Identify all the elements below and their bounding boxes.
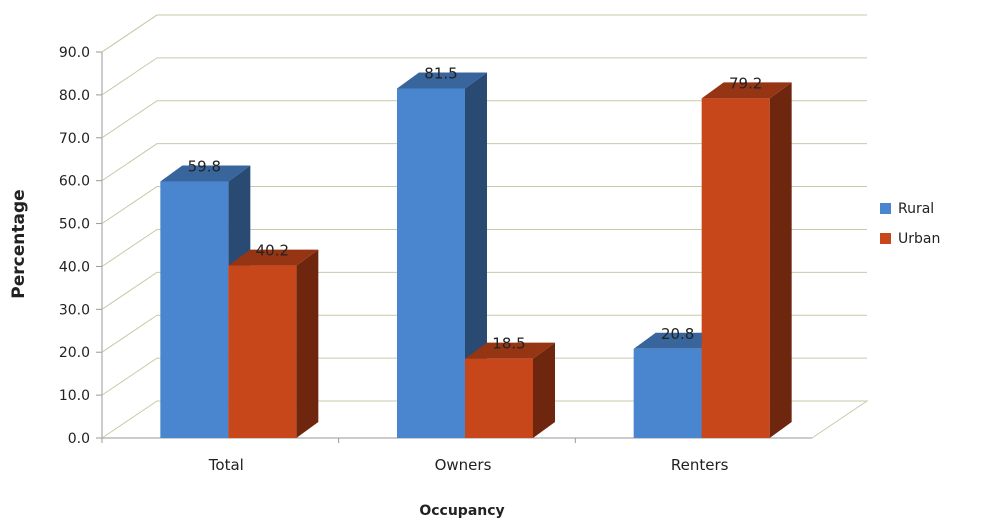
bar-urban-owners — [465, 358, 533, 438]
legend: Rural Urban — [880, 201, 940, 247]
data-label: 40.2 — [256, 242, 289, 260]
bar-top-rural — [633, 332, 724, 349]
bar-side-rural — [465, 72, 487, 438]
y-tick-label: 30.0 — [59, 302, 90, 318]
x-tick-label: Owners — [435, 456, 492, 474]
bar-rural-owners — [397, 88, 465, 438]
gridline — [101, 357, 867, 396]
y-tick-label: 70.0 — [59, 131, 90, 147]
y-tick-label: 20.0 — [59, 345, 90, 361]
x-axis-ticks: Total Owners Renters — [101, 438, 729, 474]
legend-label-urban: Urban — [898, 231, 940, 247]
gridline — [101, 100, 867, 139]
gridlines — [101, 14, 867, 439]
x-tick-label: Renters — [671, 456, 729, 474]
gridline — [101, 314, 867, 353]
bar-urban-renters — [701, 98, 770, 438]
data-label: 18.5 — [492, 335, 525, 353]
legend-swatch-urban — [880, 233, 891, 244]
data-label: 20.8 — [661, 325, 694, 343]
bar-side-urban — [296, 249, 319, 438]
gridline — [101, 14, 867, 53]
y-axis-title: Percentage — [9, 189, 29, 298]
data-labels: 59.8 40.2 81.5 18.5 20.8 79.2 — [188, 64, 763, 352]
bar-side-urban — [769, 82, 792, 438]
bars — [160, 72, 792, 438]
bar-top-urban — [465, 342, 555, 359]
legend-label-rural: Rural — [898, 201, 934, 217]
y-tick-label: 40.0 — [59, 259, 90, 275]
bar-top-urban — [701, 82, 792, 99]
x-tick-label: Total — [208, 456, 244, 474]
y-tick-label: 50.0 — [59, 217, 90, 233]
bar-rural-total — [160, 181, 229, 438]
bar-top-rural — [397, 72, 487, 89]
y-tick-label: 90.0 — [59, 45, 90, 61]
bar-rural-renters — [633, 348, 702, 438]
y-tick-label: 10.0 — [59, 388, 90, 404]
gridline — [101, 400, 867, 439]
y-tick-label: 80.0 — [59, 88, 90, 104]
bar-top-rural — [160, 165, 251, 182]
y-axis-ticks: 0.0 10.0 20.0 30.0 40.0 50.0 60.0 70.0 80.0 90.0 — [59, 45, 102, 447]
gridline — [101, 186, 867, 224]
y-tick-label: 60.0 — [59, 174, 90, 190]
data-label: 59.8 — [188, 158, 221, 176]
x-axis-title: Occupancy — [419, 503, 504, 518]
bar-urban-total — [228, 265, 297, 438]
gridline — [101, 228, 867, 267]
legend-swatch-rural — [880, 203, 891, 214]
gridline — [101, 57, 867, 96]
bar-side-urban — [533, 342, 555, 438]
bar-top-urban — [228, 249, 319, 266]
data-label: 81.5 — [424, 64, 457, 82]
data-label: 79.2 — [729, 74, 762, 92]
gridline — [101, 271, 867, 310]
gridline — [101, 143, 867, 182]
y-tick-label: 0.0 — [68, 431, 90, 447]
back-wall-top-edge — [101, 14, 867, 53]
